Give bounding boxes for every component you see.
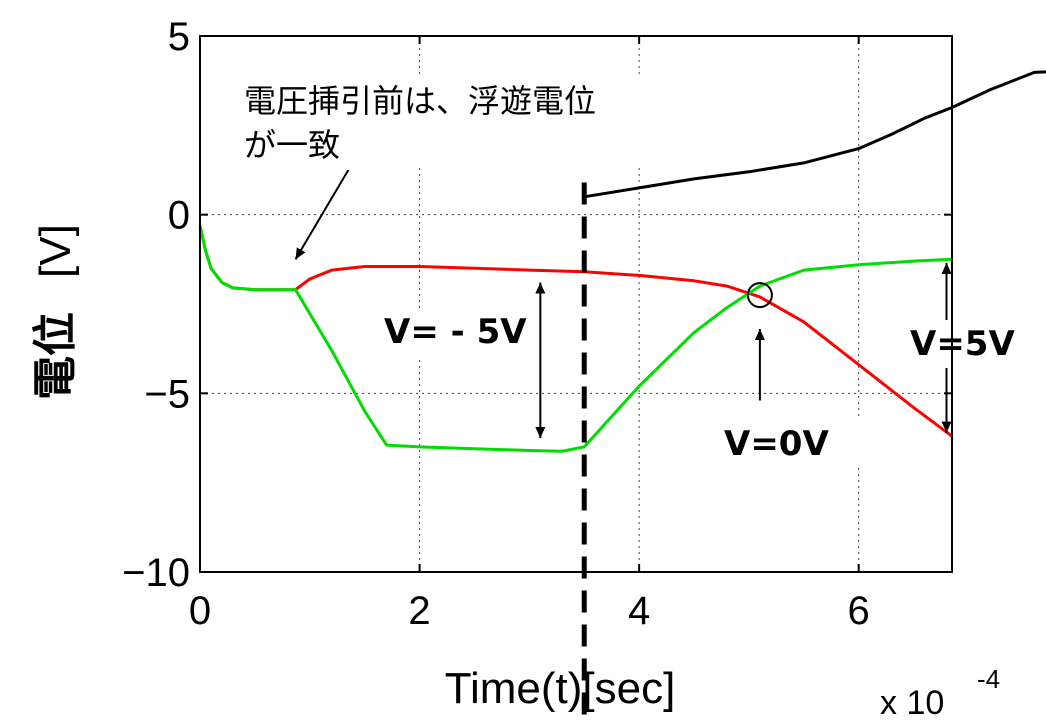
- vzero-label-bg: [718, 420, 868, 468]
- axes-box: [199, 35, 953, 573]
- x-tick-label: 4: [628, 589, 650, 633]
- vzero-arrow-head: [754, 329, 765, 341]
- red-series-line: [198, 225, 953, 438]
- vminus5-label: V= - 5V: [384, 312, 527, 352]
- x-multiplier: x 10: [880, 684, 944, 722]
- y-tick-label: 0: [168, 194, 190, 238]
- x-tick-label: 6: [848, 589, 870, 633]
- green-series-line: [198, 225, 953, 453]
- vplus5-label-bg: [904, 320, 1044, 368]
- floating-arrow: [294, 164, 353, 260]
- vplus5-label: V=5V: [910, 324, 1015, 364]
- vzero-label: V=0V: [724, 424, 829, 464]
- y-tick-label: −5: [144, 372, 190, 416]
- tick-marks: [199, 35, 952, 573]
- x-tick-label: 2: [408, 589, 430, 633]
- black-series-line: [583, 106, 953, 199]
- vminus5-arrow-head-top: [535, 282, 546, 294]
- y-axis-label-main: 電位: [30, 312, 81, 400]
- y-axis-label-unit: [V]: [31, 224, 80, 278]
- crossing-circle: [746, 282, 773, 309]
- series-group: [198, 70, 1046, 453]
- vplus5-arrow-head-bottom: [941, 421, 952, 433]
- y-tick-label: −10: [122, 551, 190, 595]
- x-multiplier-exponent: -4: [977, 664, 1000, 694]
- black-series-line-extension: [951, 70, 1046, 109]
- floating-potential-label-line2: が一致: [244, 126, 340, 164]
- y-tick-label: 5: [168, 15, 190, 59]
- vplus5-arrow-head-top: [941, 262, 952, 274]
- vminus5-arrow-head-bottom: [535, 427, 546, 438]
- floating-potential-label-line1: 電圧挿引前は、浮遊電位: [244, 82, 596, 120]
- floating-potential-label-line2-bg: [238, 124, 388, 170]
- floating-arrow-head: [295, 247, 306, 260]
- x-axis-label: Time(t)[sec]: [445, 664, 676, 713]
- x-tick-label: 0: [189, 589, 211, 633]
- tick-labels: 0 2 4 6 5 0 −5 −10: [122, 15, 870, 633]
- vminus5-label-bg: [378, 308, 536, 356]
